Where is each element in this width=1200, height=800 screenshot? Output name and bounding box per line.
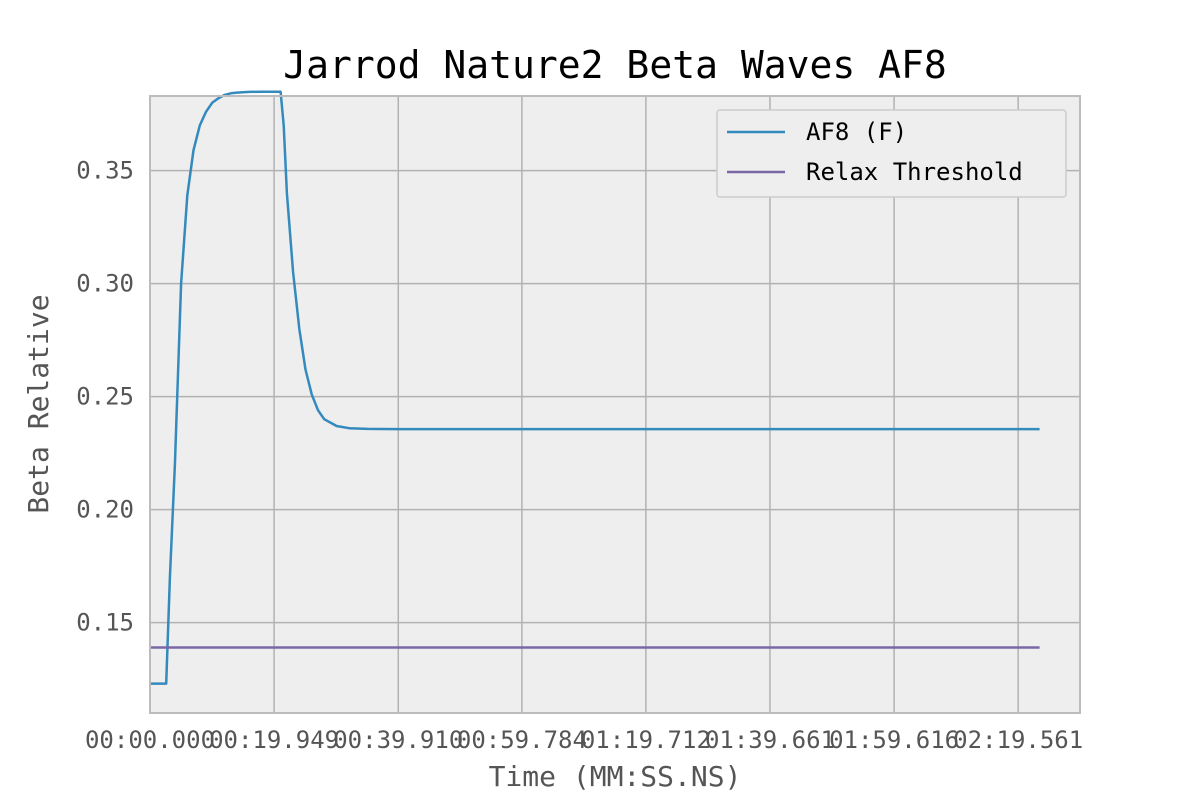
legend-label-relax-threshold: Relax Threshold — [806, 158, 1023, 186]
y-tick-label: 0.35 — [76, 157, 134, 185]
y-tick-label: 0.25 — [76, 383, 134, 411]
x-tick-label: 01:39.661 — [705, 726, 835, 754]
legend-box — [716, 109, 1067, 198]
y-tick-label: 0.20 — [76, 496, 134, 524]
x-tick-label: 02:19.561 — [953, 726, 1083, 754]
x-tick-label: 01:59.616 — [829, 726, 959, 754]
legend-label-af8: AF8 (F) — [806, 118, 907, 146]
x-tick-label: 00:00.000 — [85, 726, 215, 754]
x-tick-label: 00:19.949 — [209, 726, 339, 754]
y-tick-label: 0.30 — [76, 270, 134, 298]
series-layer — [150, 90, 1040, 685]
y-axis-label: Beta Relative — [22, 294, 55, 513]
chart-title: Jarrod Nature2 Beta Waves AF8 — [283, 43, 946, 87]
x-tick-label: 01:19.712 — [581, 726, 711, 754]
tick-labels: 00:00.00000:19.94900:39.91000:59.78401:1… — [76, 157, 1083, 754]
grid — [149, 96, 1080, 713]
x-axis-label: Time (MM:SS.NS) — [489, 760, 742, 793]
y-tick-label: 0.15 — [76, 609, 134, 637]
series-line-af8 — [150, 90, 1040, 685]
x-tick-label: 00:59.784 — [457, 726, 587, 754]
plot-area — [150, 96, 1080, 713]
plot-frame — [149, 95, 1081, 714]
x-tick-label: 00:39.910 — [333, 726, 463, 754]
legend: AF8 (F) Relax Threshold — [716, 109, 1067, 198]
